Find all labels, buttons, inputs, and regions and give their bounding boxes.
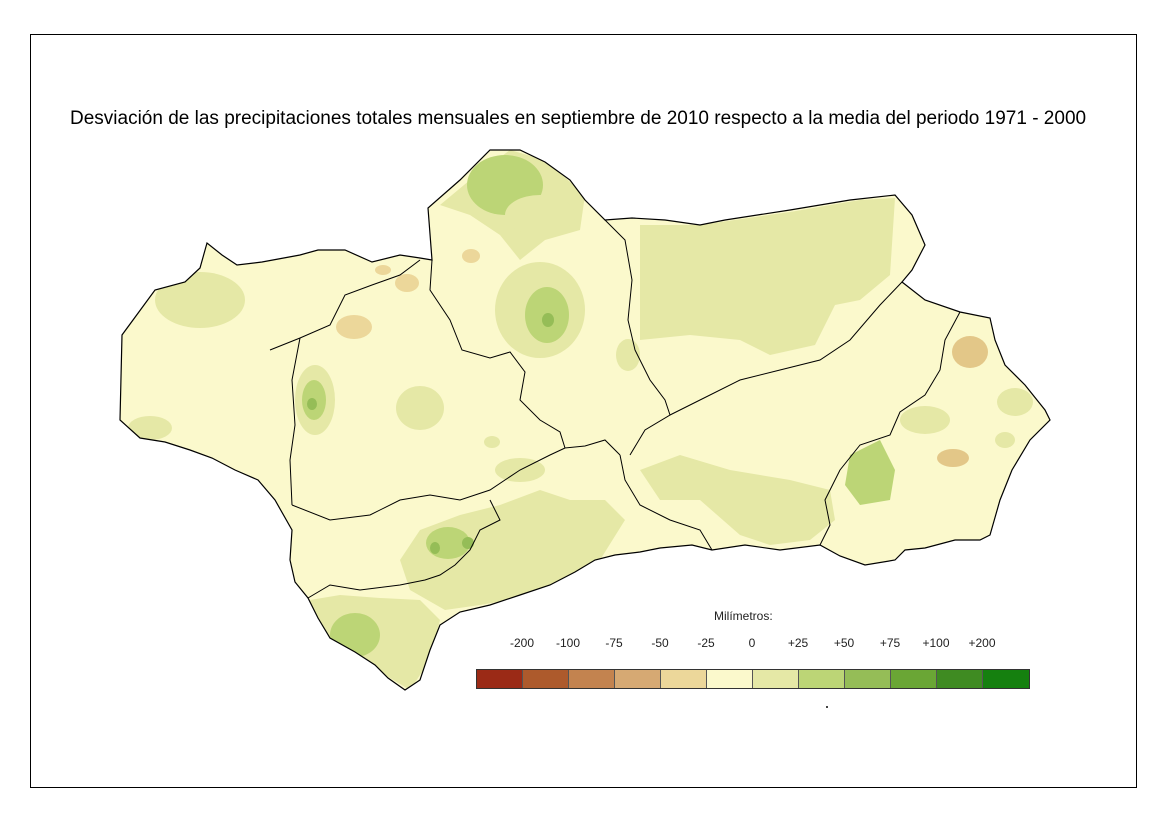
legend-swatch bbox=[753, 670, 799, 688]
legend-label: +200 bbox=[968, 636, 996, 650]
province-border bbox=[429, 259, 621, 456]
zone-light-green bbox=[640, 198, 895, 355]
legend-label: -100 bbox=[555, 636, 581, 650]
legend-swatch bbox=[845, 670, 891, 688]
legend-label: -50 bbox=[651, 636, 669, 650]
province-border bbox=[307, 499, 501, 599]
zone-green bbox=[462, 537, 474, 549]
zone-light-green bbox=[730, 495, 790, 535]
legend-color-bar bbox=[476, 669, 1030, 689]
zone-light-green bbox=[128, 416, 172, 440]
legend-label: +100 bbox=[922, 636, 950, 650]
province-border bbox=[819, 311, 961, 546]
legend-swatch bbox=[983, 670, 1029, 688]
zone-light-green bbox=[484, 436, 500, 448]
zone-light-green bbox=[400, 490, 625, 610]
legend-swatch bbox=[569, 670, 615, 688]
zone-light-green bbox=[155, 272, 245, 328]
zone-light-green bbox=[505, 195, 575, 235]
province-boundaries bbox=[269, 219, 961, 599]
zone-mid-green bbox=[330, 613, 380, 657]
province-border bbox=[291, 447, 566, 521]
legend-title: Milímetros: bbox=[714, 609, 773, 623]
legend-swatch bbox=[799, 670, 845, 688]
legend-swatch bbox=[937, 670, 983, 688]
legend-label: +50 bbox=[833, 636, 855, 650]
legend-label: +75 bbox=[879, 636, 901, 650]
zone-light-green bbox=[616, 339, 640, 371]
legend-label: -25 bbox=[697, 636, 715, 650]
map-frame bbox=[30, 34, 1137, 788]
zone-tan bbox=[937, 449, 969, 467]
legend-label: +25 bbox=[787, 636, 809, 650]
legend-swatch bbox=[615, 670, 661, 688]
zone-light-green bbox=[900, 406, 950, 434]
zone-green bbox=[430, 542, 440, 554]
legend-labels: -200 -100 -75 -50 -25 0 +25 +50 +75 +100 +200 bbox=[476, 636, 1036, 654]
zone-light-green bbox=[995, 432, 1015, 448]
legend-label: -75 bbox=[605, 636, 623, 650]
map-title: Desviación de las precipitaciones totale… bbox=[70, 108, 1087, 129]
zone-green bbox=[542, 313, 554, 327]
province-border bbox=[669, 281, 903, 416]
zone-light-brown bbox=[462, 249, 480, 263]
zone-light-green bbox=[997, 388, 1033, 416]
zone-light-green bbox=[396, 386, 444, 430]
legend-swatch bbox=[891, 670, 937, 688]
legend-label: -200 bbox=[509, 636, 535, 650]
zone-light-brown bbox=[375, 265, 391, 275]
legend-footnote-mark bbox=[826, 706, 828, 708]
legend-swatch bbox=[477, 670, 523, 688]
zone-light-brown bbox=[395, 274, 419, 292]
province-border bbox=[289, 337, 301, 506]
zone-mid-green bbox=[845, 440, 895, 505]
legend-swatch bbox=[523, 670, 569, 688]
legend-label: 0 bbox=[748, 636, 756, 650]
legend-swatch bbox=[661, 670, 707, 688]
legend-swatch bbox=[707, 670, 753, 688]
zone-light-brown bbox=[336, 315, 372, 339]
province-border bbox=[619, 454, 713, 551]
province-border bbox=[604, 219, 671, 456]
zone-green bbox=[307, 398, 317, 410]
zone-tan bbox=[952, 336, 988, 368]
